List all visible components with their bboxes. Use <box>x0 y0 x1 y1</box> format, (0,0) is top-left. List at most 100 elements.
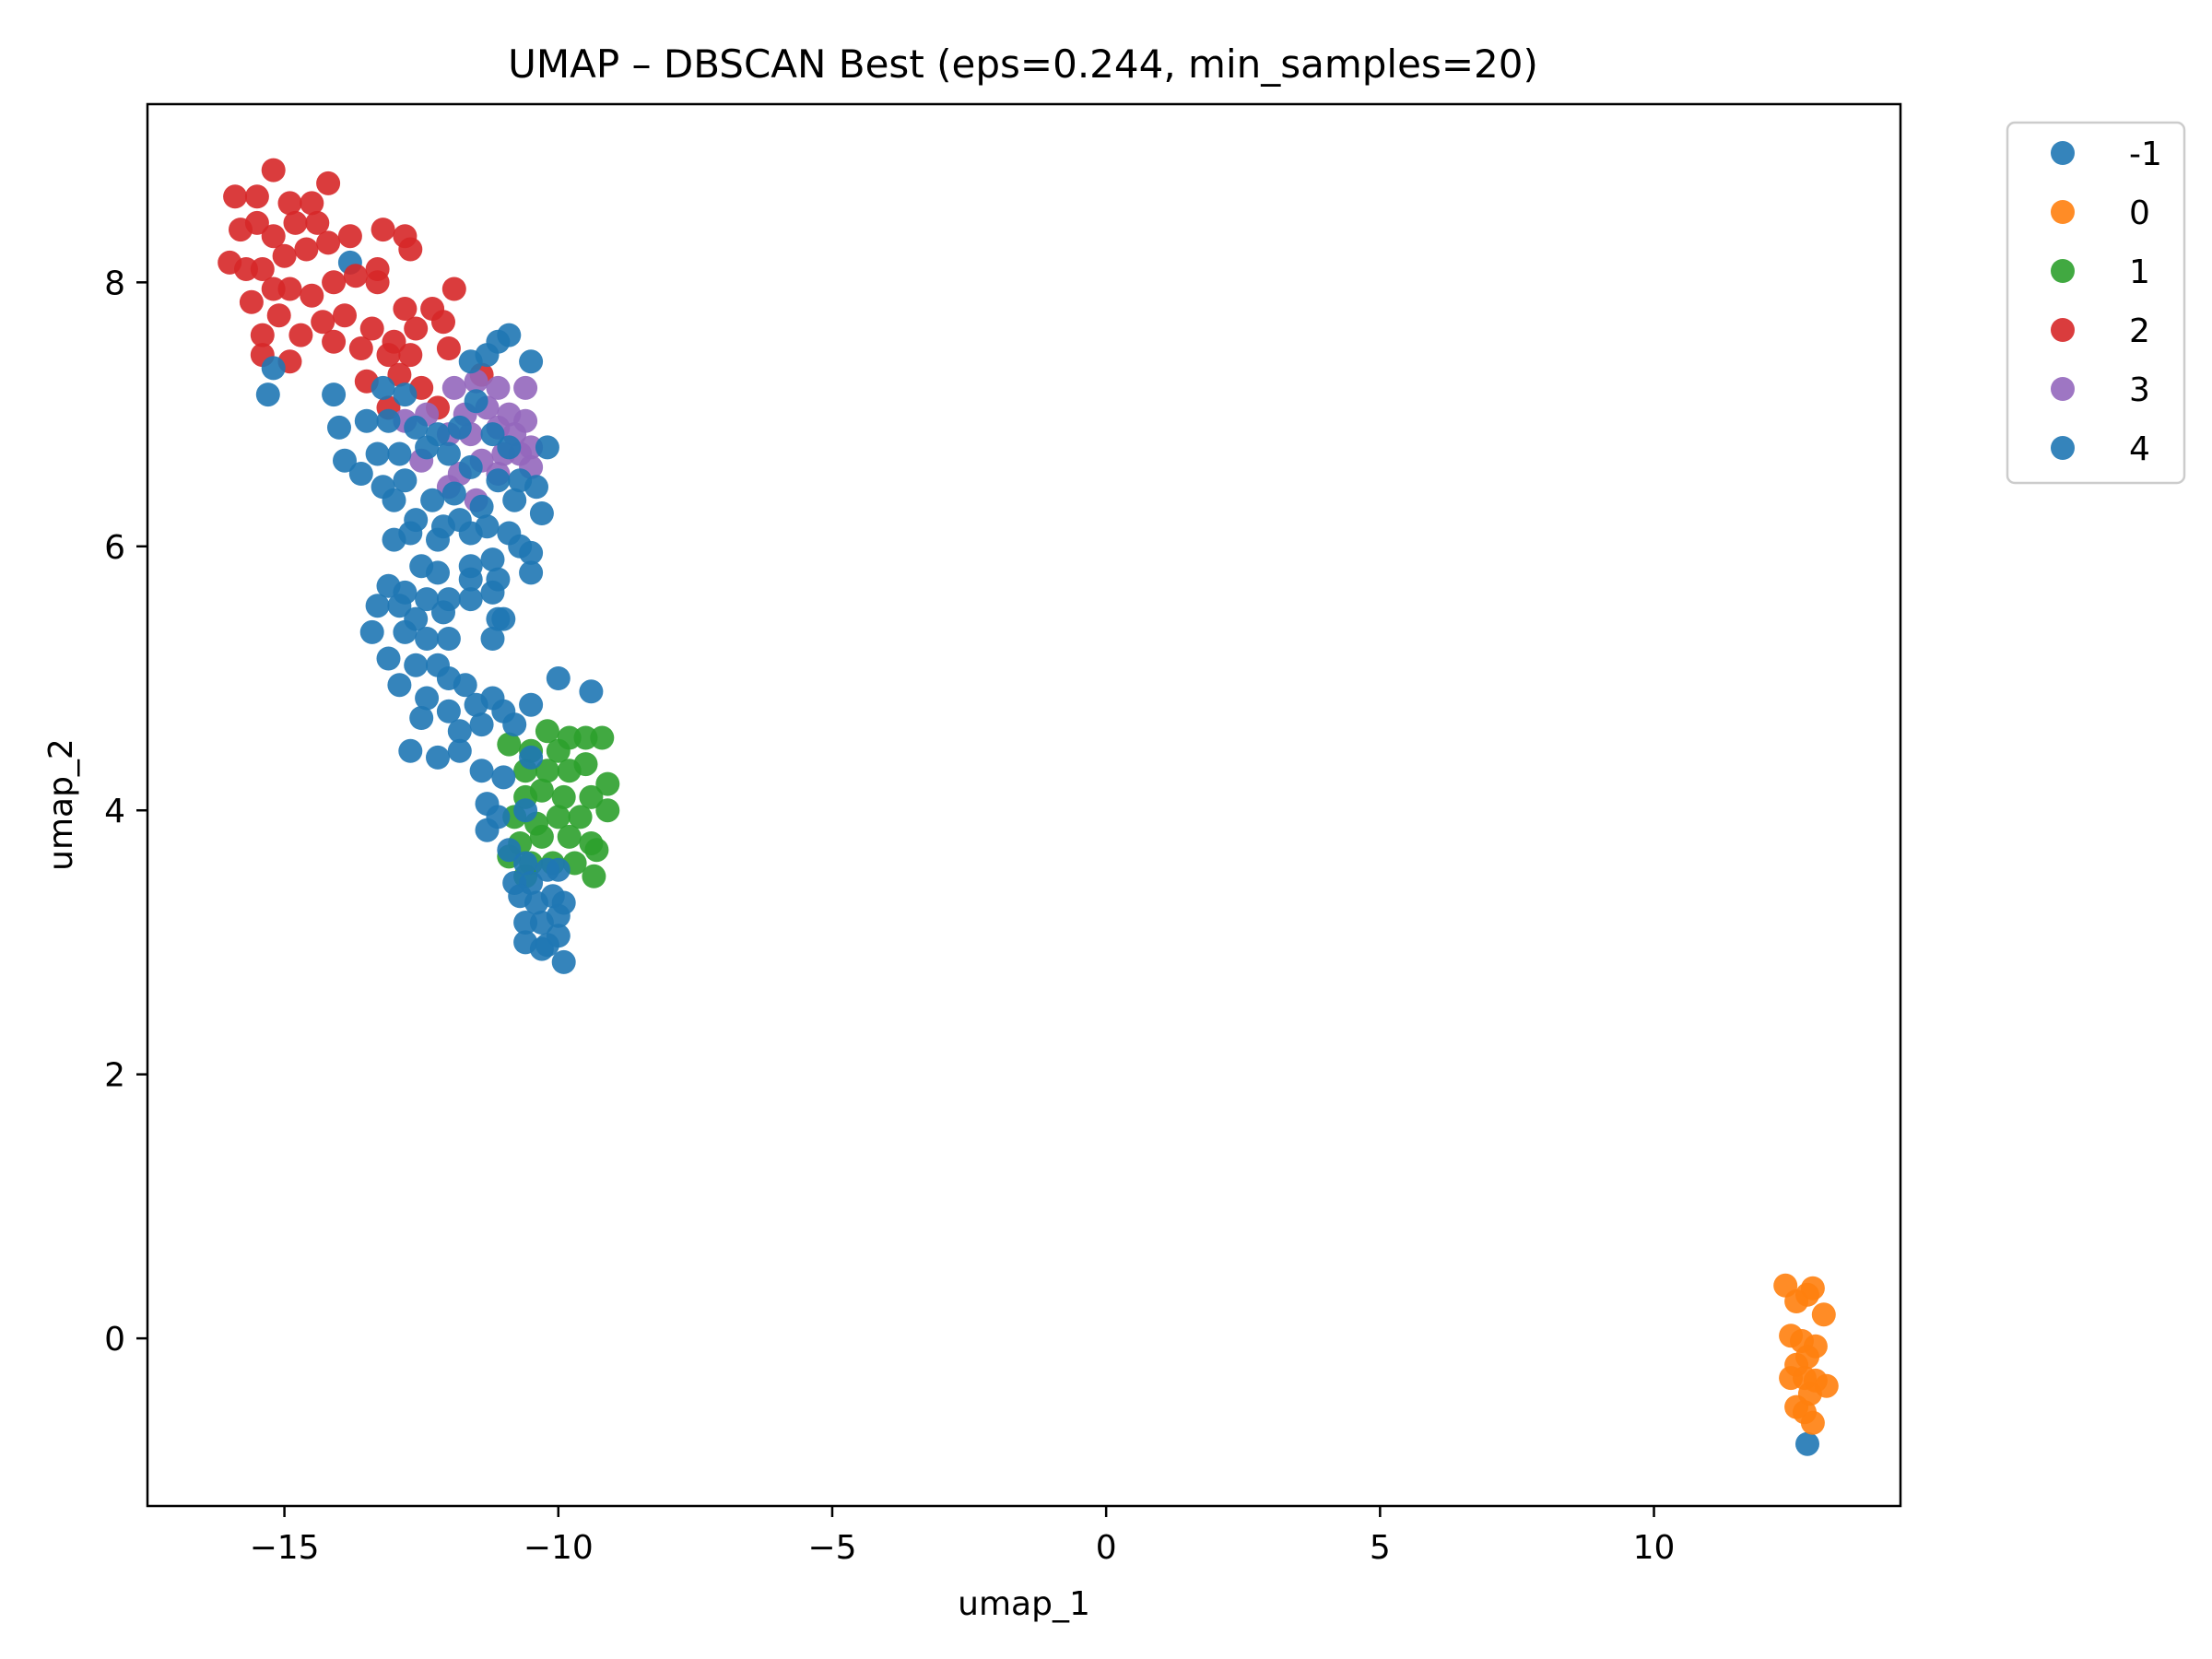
point-cluster-2-15 <box>294 237 319 262</box>
point-cluster-2-35 <box>359 316 384 341</box>
legend-marker--1 <box>2051 141 2075 165</box>
point-cluster-1-3 <box>573 725 598 750</box>
point-cluster-4-117 <box>535 933 559 958</box>
x-tick-label: −15 <box>250 1529 320 1567</box>
point-cluster-1-9 <box>595 771 620 796</box>
point-cluster-4-13 <box>404 415 429 440</box>
point-cluster-4-75 <box>387 673 412 698</box>
point-cluster-2-4 <box>300 191 324 216</box>
point-cluster-4-18 <box>535 435 559 460</box>
point-cluster-4-48 <box>480 547 505 572</box>
point-cluster-2-53 <box>365 257 390 281</box>
point-cluster-1-20 <box>529 824 554 849</box>
point-cluster-4-78 <box>453 673 477 698</box>
point-cluster-4-0 <box>261 356 286 381</box>
point-cluster-4-80 <box>436 699 461 724</box>
legend-label-0: 0 <box>2129 194 2150 232</box>
point-cluster-2-0 <box>223 184 248 209</box>
point-cluster-1-16 <box>546 805 571 830</box>
point-cluster-4-61 <box>387 594 412 618</box>
x-axis: −15 −10 −5 0 5 10 <box>250 1506 1675 1567</box>
point-cluster-4-91 <box>426 745 450 770</box>
point-cluster-2-1 <box>244 184 269 209</box>
point-cluster-4-8 <box>519 349 544 374</box>
point-cluster-0-3 <box>1800 1276 1825 1300</box>
point-cluster-2-43 <box>376 343 401 368</box>
point-cluster-2-27 <box>393 297 418 321</box>
point-cluster-3-0 <box>441 375 466 400</box>
legend-label-4: 4 <box>2129 430 2150 468</box>
point-cluster-4-94 <box>491 765 516 790</box>
point-cluster-2-22 <box>277 276 302 301</box>
point-cluster-4-66 <box>359 619 384 644</box>
point-cluster-4-11 <box>354 408 379 433</box>
point-cluster-4-86 <box>546 666 571 690</box>
point-cluster-4-79 <box>409 706 434 730</box>
legend-label-3: 3 <box>2129 371 2150 409</box>
point-cluster-2-23 <box>300 283 324 308</box>
point-cluster-4-59 <box>480 580 505 605</box>
y-axis: 0 2 4 6 8 <box>104 265 147 1359</box>
point-cluster-2-29 <box>441 276 466 301</box>
point-cluster-1-17 <box>568 805 593 830</box>
point-cluster-4-84 <box>502 712 527 737</box>
point-cluster-4-76 <box>415 686 440 711</box>
point-cluster-4-27 <box>348 462 373 486</box>
point-cluster-2-12 <box>234 257 258 281</box>
point-cluster-4-46 <box>458 521 483 546</box>
point-cluster-4-47 <box>519 540 544 565</box>
point-cluster-4-85 <box>519 692 544 717</box>
point-cluster-2-18 <box>371 218 395 242</box>
point-cluster-2-33 <box>311 310 335 335</box>
point-cluster-4-34 <box>524 475 548 500</box>
point-cluster-4-64 <box>458 587 483 612</box>
point-cluster-4-20 <box>365 441 390 466</box>
legend-marker-1 <box>2051 259 2075 283</box>
point-cluster-4-87 <box>579 679 604 704</box>
point-cluster-4-110 <box>513 911 538 935</box>
point-cluster-1-18 <box>595 798 620 823</box>
point-cluster-2-5 <box>316 171 341 195</box>
point-cluster-4-35 <box>529 501 554 525</box>
y-tick-label: 6 <box>104 529 125 567</box>
point-cluster-4-23 <box>436 441 461 466</box>
point-cluster-4-24 <box>458 454 483 479</box>
point-cluster-2-34 <box>333 303 357 328</box>
point-cluster-2-42 <box>348 336 373 360</box>
point-cluster-2-8 <box>261 224 286 249</box>
point-cluster-2-16 <box>316 230 341 255</box>
point-cluster-2-48 <box>387 362 412 387</box>
legend-marker-4 <box>2051 436 2075 460</box>
point-cluster-4-63 <box>431 600 455 625</box>
point-cluster-1-27 <box>584 838 609 863</box>
point-cluster-4-29 <box>393 468 418 493</box>
point-cluster-4-69 <box>436 627 461 651</box>
point-cluster-4-30 <box>420 488 445 512</box>
x-tick-label: 5 <box>1370 1529 1391 1567</box>
x-tick-label: 0 <box>1096 1529 1117 1567</box>
point-cluster-2-14 <box>272 243 297 268</box>
point-cluster-4-67 <box>393 619 418 644</box>
legend-marker-2 <box>2051 318 2075 342</box>
point-cluster-4-93 <box>469 759 494 783</box>
point-cluster-4-68 <box>415 627 440 651</box>
point-cluster-1-1 <box>535 719 559 744</box>
point-cluster-2-21 <box>261 276 286 301</box>
y-tick-label: 8 <box>104 265 125 302</box>
point-cluster-2-7 <box>244 210 269 235</box>
legend-label-2: 2 <box>2129 312 2150 350</box>
point-cluster-4-36 <box>382 488 406 512</box>
point-cluster-4-72 <box>376 646 401 671</box>
point-cluster-4-99 <box>475 818 500 842</box>
point-cluster-2-32 <box>288 323 313 347</box>
x-axis-label: umap_1 <box>958 1585 1090 1623</box>
point-cluster-4-10 <box>327 415 351 440</box>
point-cluster-4-17 <box>497 435 522 460</box>
point-cluster-2-20 <box>239 289 264 314</box>
points-layer <box>218 158 1839 1456</box>
point-cluster--1-2 <box>1795 1431 1819 1456</box>
point-cluster-4-21 <box>387 441 412 466</box>
point-cluster-4-31 <box>441 481 466 506</box>
point-cluster-2-9 <box>283 210 308 235</box>
